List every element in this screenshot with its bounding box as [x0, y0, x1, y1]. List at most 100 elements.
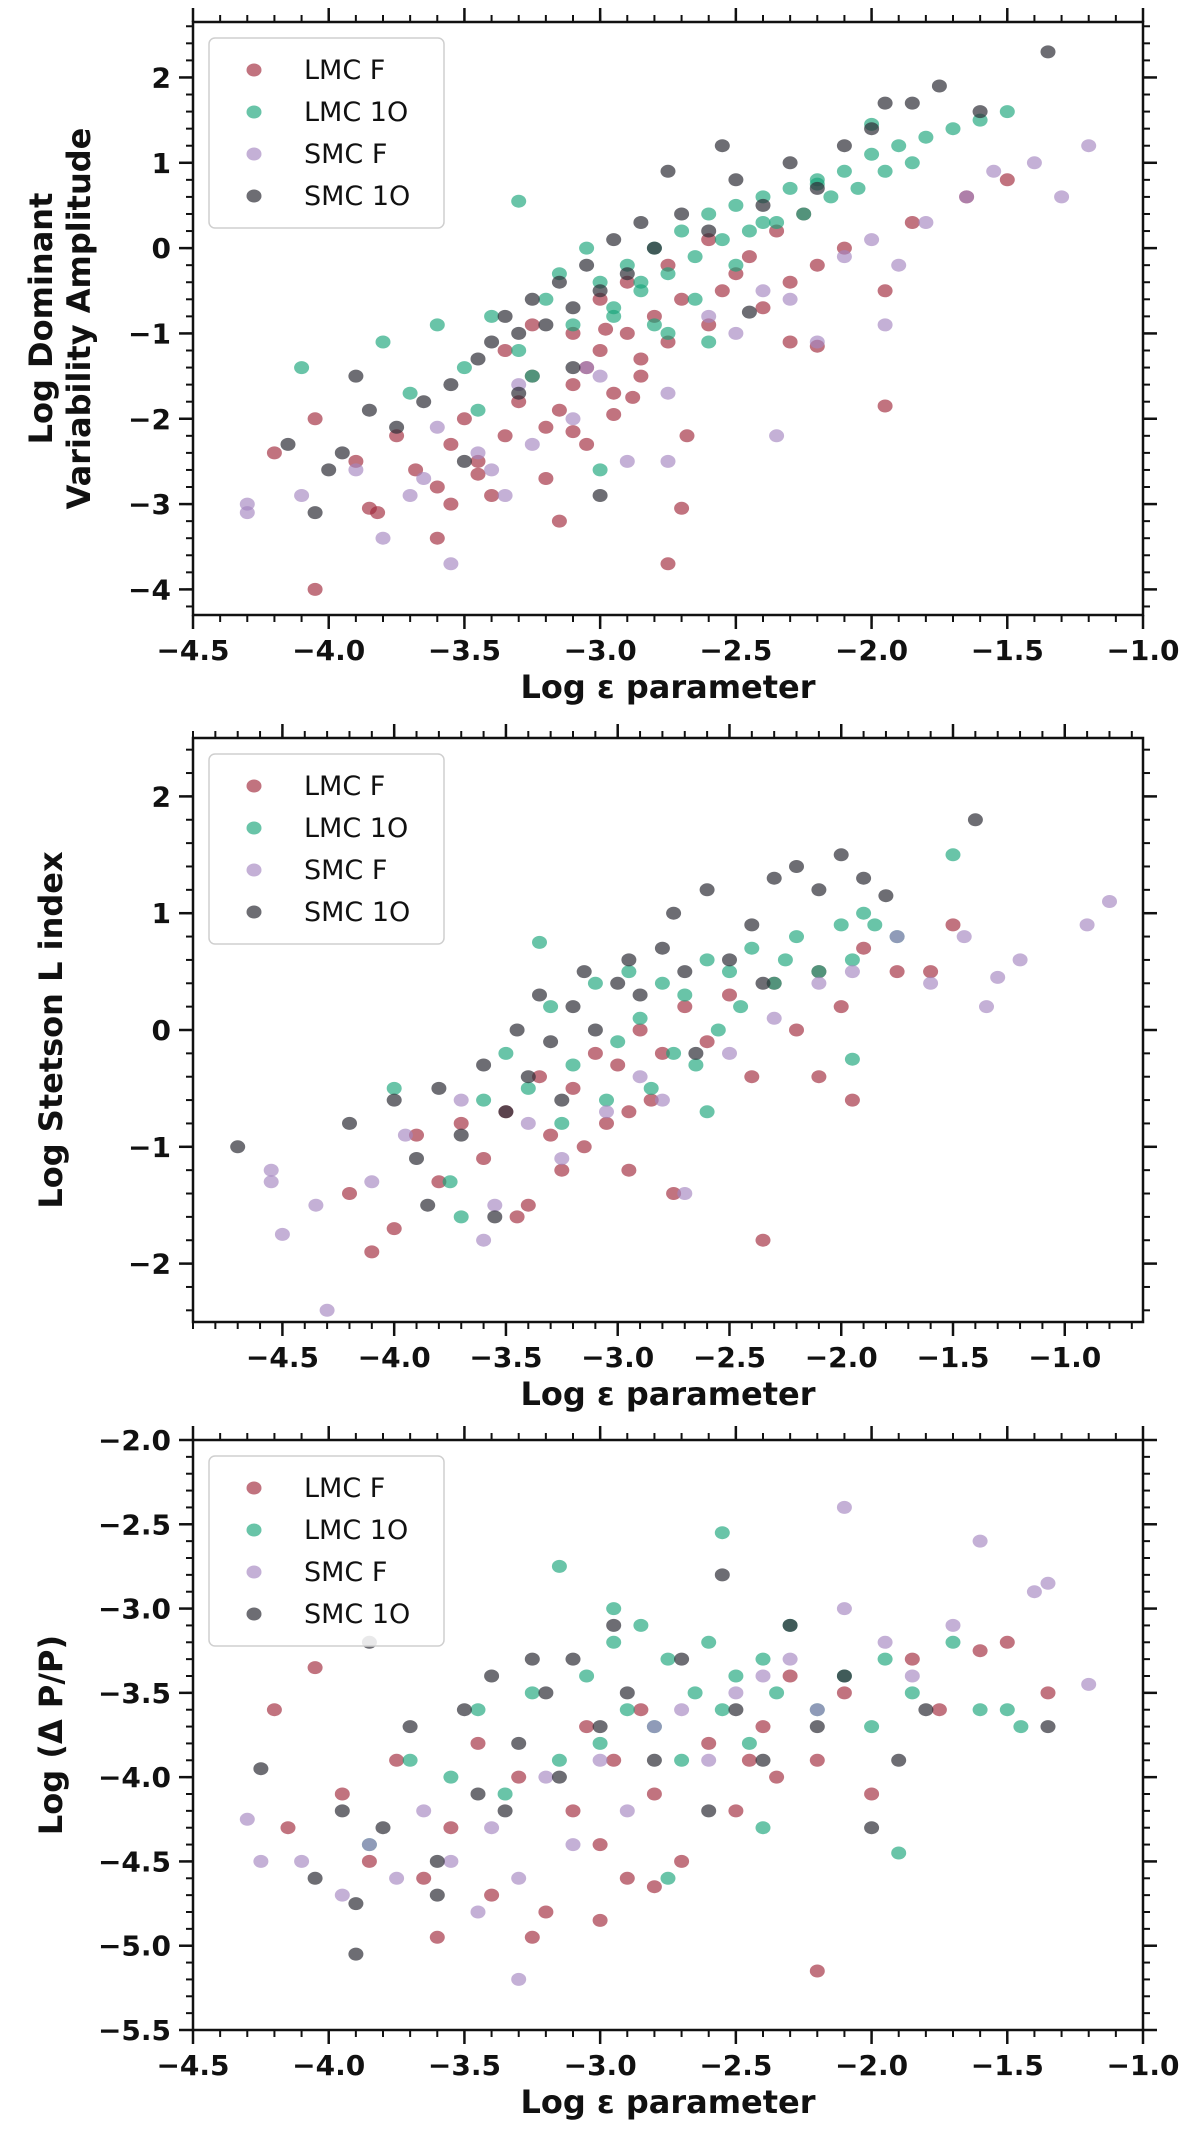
panel-3-point-smc-f — [389, 1871, 405, 1885]
panel-1-point-lmc-1o — [633, 275, 649, 289]
panel-2-point-lmc-f — [576, 1140, 592, 1154]
panel-2-point-lmc-1o — [498, 1046, 514, 1060]
panel-2-point-lmc-f — [476, 1152, 492, 1165]
panel-2-xtick-label: −3.5 — [469, 1341, 542, 1374]
panel-2-point-smc-f — [476, 1233, 492, 1247]
panel-1-point-smc-f — [239, 506, 255, 520]
panel-3-point-smc-f — [334, 1888, 350, 1902]
panel-3-point-lmc-1o — [551, 1559, 567, 1573]
panel-2-point-smc-1o — [632, 988, 648, 1002]
panel-3-point-smc-1o — [402, 1720, 418, 1734]
panel-3-point-smc-1o — [728, 1703, 744, 1717]
panel-2-point-lmc-f — [621, 1105, 637, 1119]
panel-1-point-smc-1o — [524, 292, 540, 306]
panel-1-point-smc-1o — [809, 181, 825, 195]
panel-1-ytick-label: −2 — [128, 403, 171, 436]
panel-3-point-lmc-f — [741, 1753, 757, 1767]
panel-1-point-smc-1o — [497, 309, 513, 323]
panel-1-point-lmc-1o — [782, 181, 798, 195]
panel-1-point-lmc-f — [606, 386, 622, 400]
panel-1-ytick-label: −1 — [128, 317, 171, 350]
panel-2-point-smc-f — [1079, 918, 1095, 932]
panel-3-point-lmc-f — [429, 1930, 445, 1944]
panel-2-point-smc-1o — [967, 813, 983, 827]
panel-1-point-smc-f — [375, 531, 391, 545]
panel-2-point-smc-f — [263, 1163, 279, 1177]
panel-1-point-smc-1o — [701, 224, 717, 238]
panel-1-point-lmc-1o — [823, 190, 839, 204]
panel-3-point-smc-1o — [429, 1888, 445, 1902]
panel-3-point-lmc-f — [443, 1821, 459, 1835]
panel-2-point-lmc-1o — [621, 965, 637, 979]
panel-2-point-lmc-1o — [476, 1093, 492, 1107]
panel-3-ylabel: Log (Δ P/P) — [32, 1635, 70, 1835]
panel-2-point-lmc-1o — [643, 1081, 659, 1095]
panel-1-legend-box — [208, 37, 445, 229]
panel-1-point-smc-f — [836, 250, 852, 264]
panel-1-point-smc-1o — [361, 403, 377, 417]
panel-1-point-smc-1o — [592, 284, 608, 298]
panel-1-point-lmc-f — [782, 275, 798, 289]
panel-1-point-smc-1o — [389, 420, 405, 434]
panel-1-point-smc-1o — [443, 378, 459, 392]
panel-1-ytick-label: −3 — [128, 488, 171, 521]
panel-2-legend: LMC F LMC 1O SMC F SMC 1O — [208, 753, 445, 945]
panel-1-point-lmc-f — [565, 425, 581, 439]
panel-3-xtick-label: −4.5 — [156, 2049, 229, 2082]
panel-3-point-lmc-1o — [864, 1720, 880, 1734]
panel-3-point-smc-1o — [348, 1897, 364, 1911]
panel-1-point-lmc-1o — [606, 309, 622, 323]
panel-1-point-lmc-1o — [456, 361, 472, 375]
panel-3-point-lmc-1o — [1013, 1720, 1029, 1734]
panel-1-legend-label-lmc-1o: LMC 1O — [304, 97, 408, 128]
panel-1-ytick-label: −4 — [128, 573, 171, 606]
panel-3-point-lmc-f — [809, 1753, 825, 1767]
panel-1-point-lmc-1o — [877, 164, 893, 178]
panel-3-point-smc-f — [253, 1854, 269, 1868]
panel-3-legend-marker-smc-f — [246, 1565, 262, 1579]
panel-3-point-lmc-1o — [728, 1669, 744, 1683]
panel-2-point-lmc-1o — [789, 930, 804, 944]
panel-1-frame — [191, 20, 1145, 617]
panel-3-point-smc-f — [511, 1871, 527, 1885]
panel-3-point-lmc-1o — [999, 1703, 1015, 1717]
panel-1-legend-marker-lmc-1o — [246, 105, 262, 119]
panel-1-point-lmc-1o — [646, 318, 662, 332]
panel-1-point-lmc-1o — [836, 164, 852, 178]
panel-1-point-smc-f — [769, 429, 785, 443]
panel-2-point-lmc-f — [621, 1163, 637, 1177]
panel-1-point-smc-1o — [836, 139, 852, 153]
panel-3-point-lmc-f — [470, 1736, 486, 1750]
panel-1-point-lmc-f — [755, 301, 771, 315]
panel-1-point-lmc-1o — [796, 207, 812, 221]
panel-2-point-lmc-1o — [856, 906, 872, 920]
panel-3-frame — [191, 1438, 1145, 2032]
panel-2-point-smc-1o — [420, 1198, 436, 1212]
panel-1-point-lmc-f — [674, 501, 690, 515]
panel-1-point-lmc-1o — [511, 344, 527, 357]
panel-2-point-smc-1o — [409, 1152, 424, 1165]
panel-2-point-lmc-f — [543, 1128, 559, 1142]
panel-1-point-smc-f — [579, 361, 595, 375]
panel-3-ytick-label: −3.0 — [98, 1593, 171, 1626]
panel-1-point-lmc-f — [551, 514, 567, 528]
panel-3-point-smc-f — [538, 1770, 554, 1784]
panel-3-point-lmc-1o — [524, 1686, 540, 1700]
panel-1-point-lmc-1o — [294, 361, 310, 375]
panel-3-point-lmc-f — [619, 1871, 635, 1885]
panel-1-point-smc-f — [891, 258, 907, 272]
panel-3-point-smc-1o — [551, 1770, 567, 1784]
panel-1-point-lmc-f — [307, 412, 323, 426]
panel-3-point-lmc-1o — [714, 1526, 730, 1540]
panel-2-point-lmc-f — [587, 1046, 603, 1060]
panel-2-point-smc-1o — [856, 871, 872, 885]
panel-3-ytick-label: −3.5 — [98, 1677, 171, 1710]
panel-3-point-smc-f — [728, 1686, 744, 1700]
panel-2-point-lmc-1o — [710, 1023, 726, 1037]
panel-3-xtick-label: −2.5 — [699, 2049, 772, 2082]
panel-1-point-smc-1o — [714, 139, 730, 153]
panel-2-legend-marker-lmc-f — [246, 779, 262, 793]
panel-1-xtick-label: −2.5 — [699, 634, 772, 667]
panel-1-point-lmc-f — [598, 322, 614, 336]
panel-2-point-lmc-1o — [811, 965, 827, 979]
